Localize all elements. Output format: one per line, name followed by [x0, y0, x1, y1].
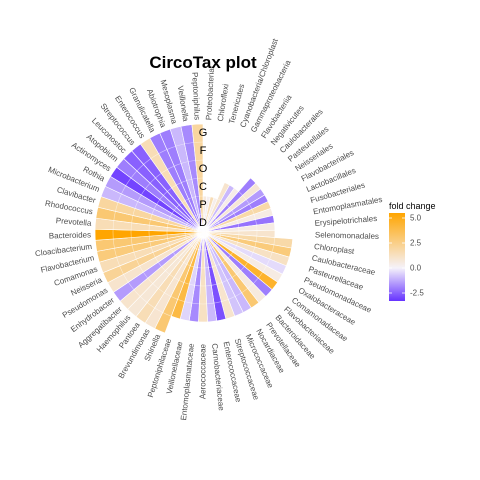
legend-colorbar	[389, 213, 405, 301]
taxon-label: Erysipelotrichales	[314, 214, 377, 228]
taxon-label: Proteobacteria	[204, 67, 216, 120]
taxon-label: Carnobacteriaceae	[210, 343, 226, 412]
rank-ring	[130, 159, 276, 305]
rank-label-c: C	[199, 181, 207, 193]
rank-ring	[148, 177, 258, 287]
legend: fold change 5.0 2.5 0.0 -2.5	[389, 201, 436, 301]
rank-label-o: O	[199, 163, 208, 175]
chart-title: CircoTax plot	[149, 53, 257, 72]
legend-tick-label: -2.5	[410, 289, 424, 298]
rank-ring	[112, 141, 294, 323]
rank-ring	[94, 123, 312, 341]
taxon-label: Selenomonadales	[315, 230, 379, 241]
legend-tick-label: 2.5	[410, 239, 422, 248]
taxon-label: Aerococcaceae	[199, 343, 208, 399]
rank-ring	[184, 213, 222, 251]
rank-label-g: G	[199, 127, 208, 139]
taxon-label: Peptoniphilus	[190, 72, 201, 120]
wedge-layer	[94, 123, 312, 341]
rank-label-d: D	[199, 217, 207, 229]
rank-label-f: F	[200, 145, 207, 157]
legend-tick-label: 5.0	[410, 214, 422, 223]
rank-label-p: P	[199, 199, 206, 211]
rank-ring	[166, 195, 240, 269]
legend-tick-label: 0.0	[410, 264, 422, 273]
legend-title: fold change	[389, 201, 436, 211]
taxon-label: Prevotella	[56, 216, 93, 228]
taxon-label: Bacteroides	[49, 230, 91, 240]
